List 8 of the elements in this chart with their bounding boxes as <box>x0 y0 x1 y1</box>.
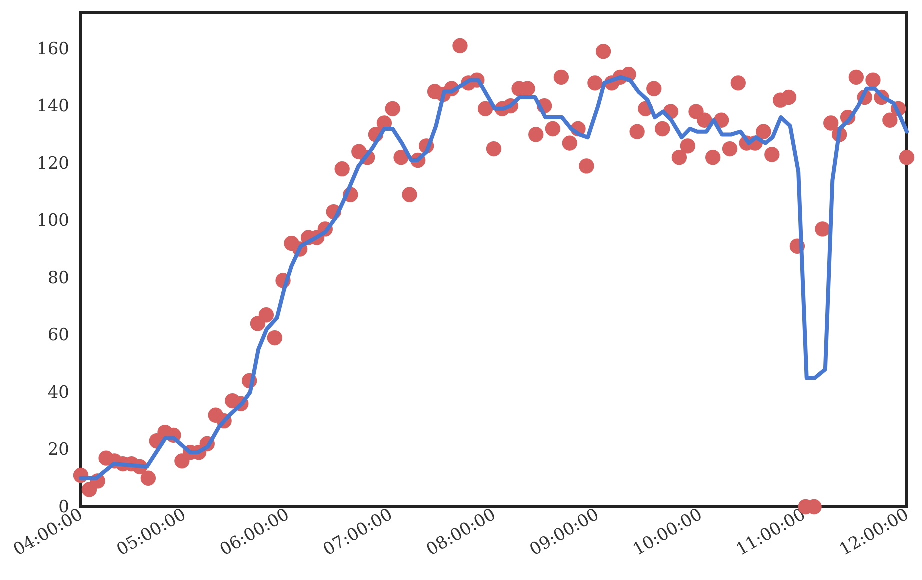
y-tick-label: 140 <box>37 96 70 117</box>
y-tick-label: 40 <box>48 382 70 403</box>
y-tick-label: 160 <box>37 39 70 60</box>
y-tick-label: 100 <box>37 211 70 232</box>
y-tick-label: 80 <box>48 268 70 288</box>
y-tick-label: 60 <box>48 326 70 346</box>
y-tick-label: 120 <box>37 154 70 174</box>
y-tick-label: 20 <box>48 440 70 460</box>
